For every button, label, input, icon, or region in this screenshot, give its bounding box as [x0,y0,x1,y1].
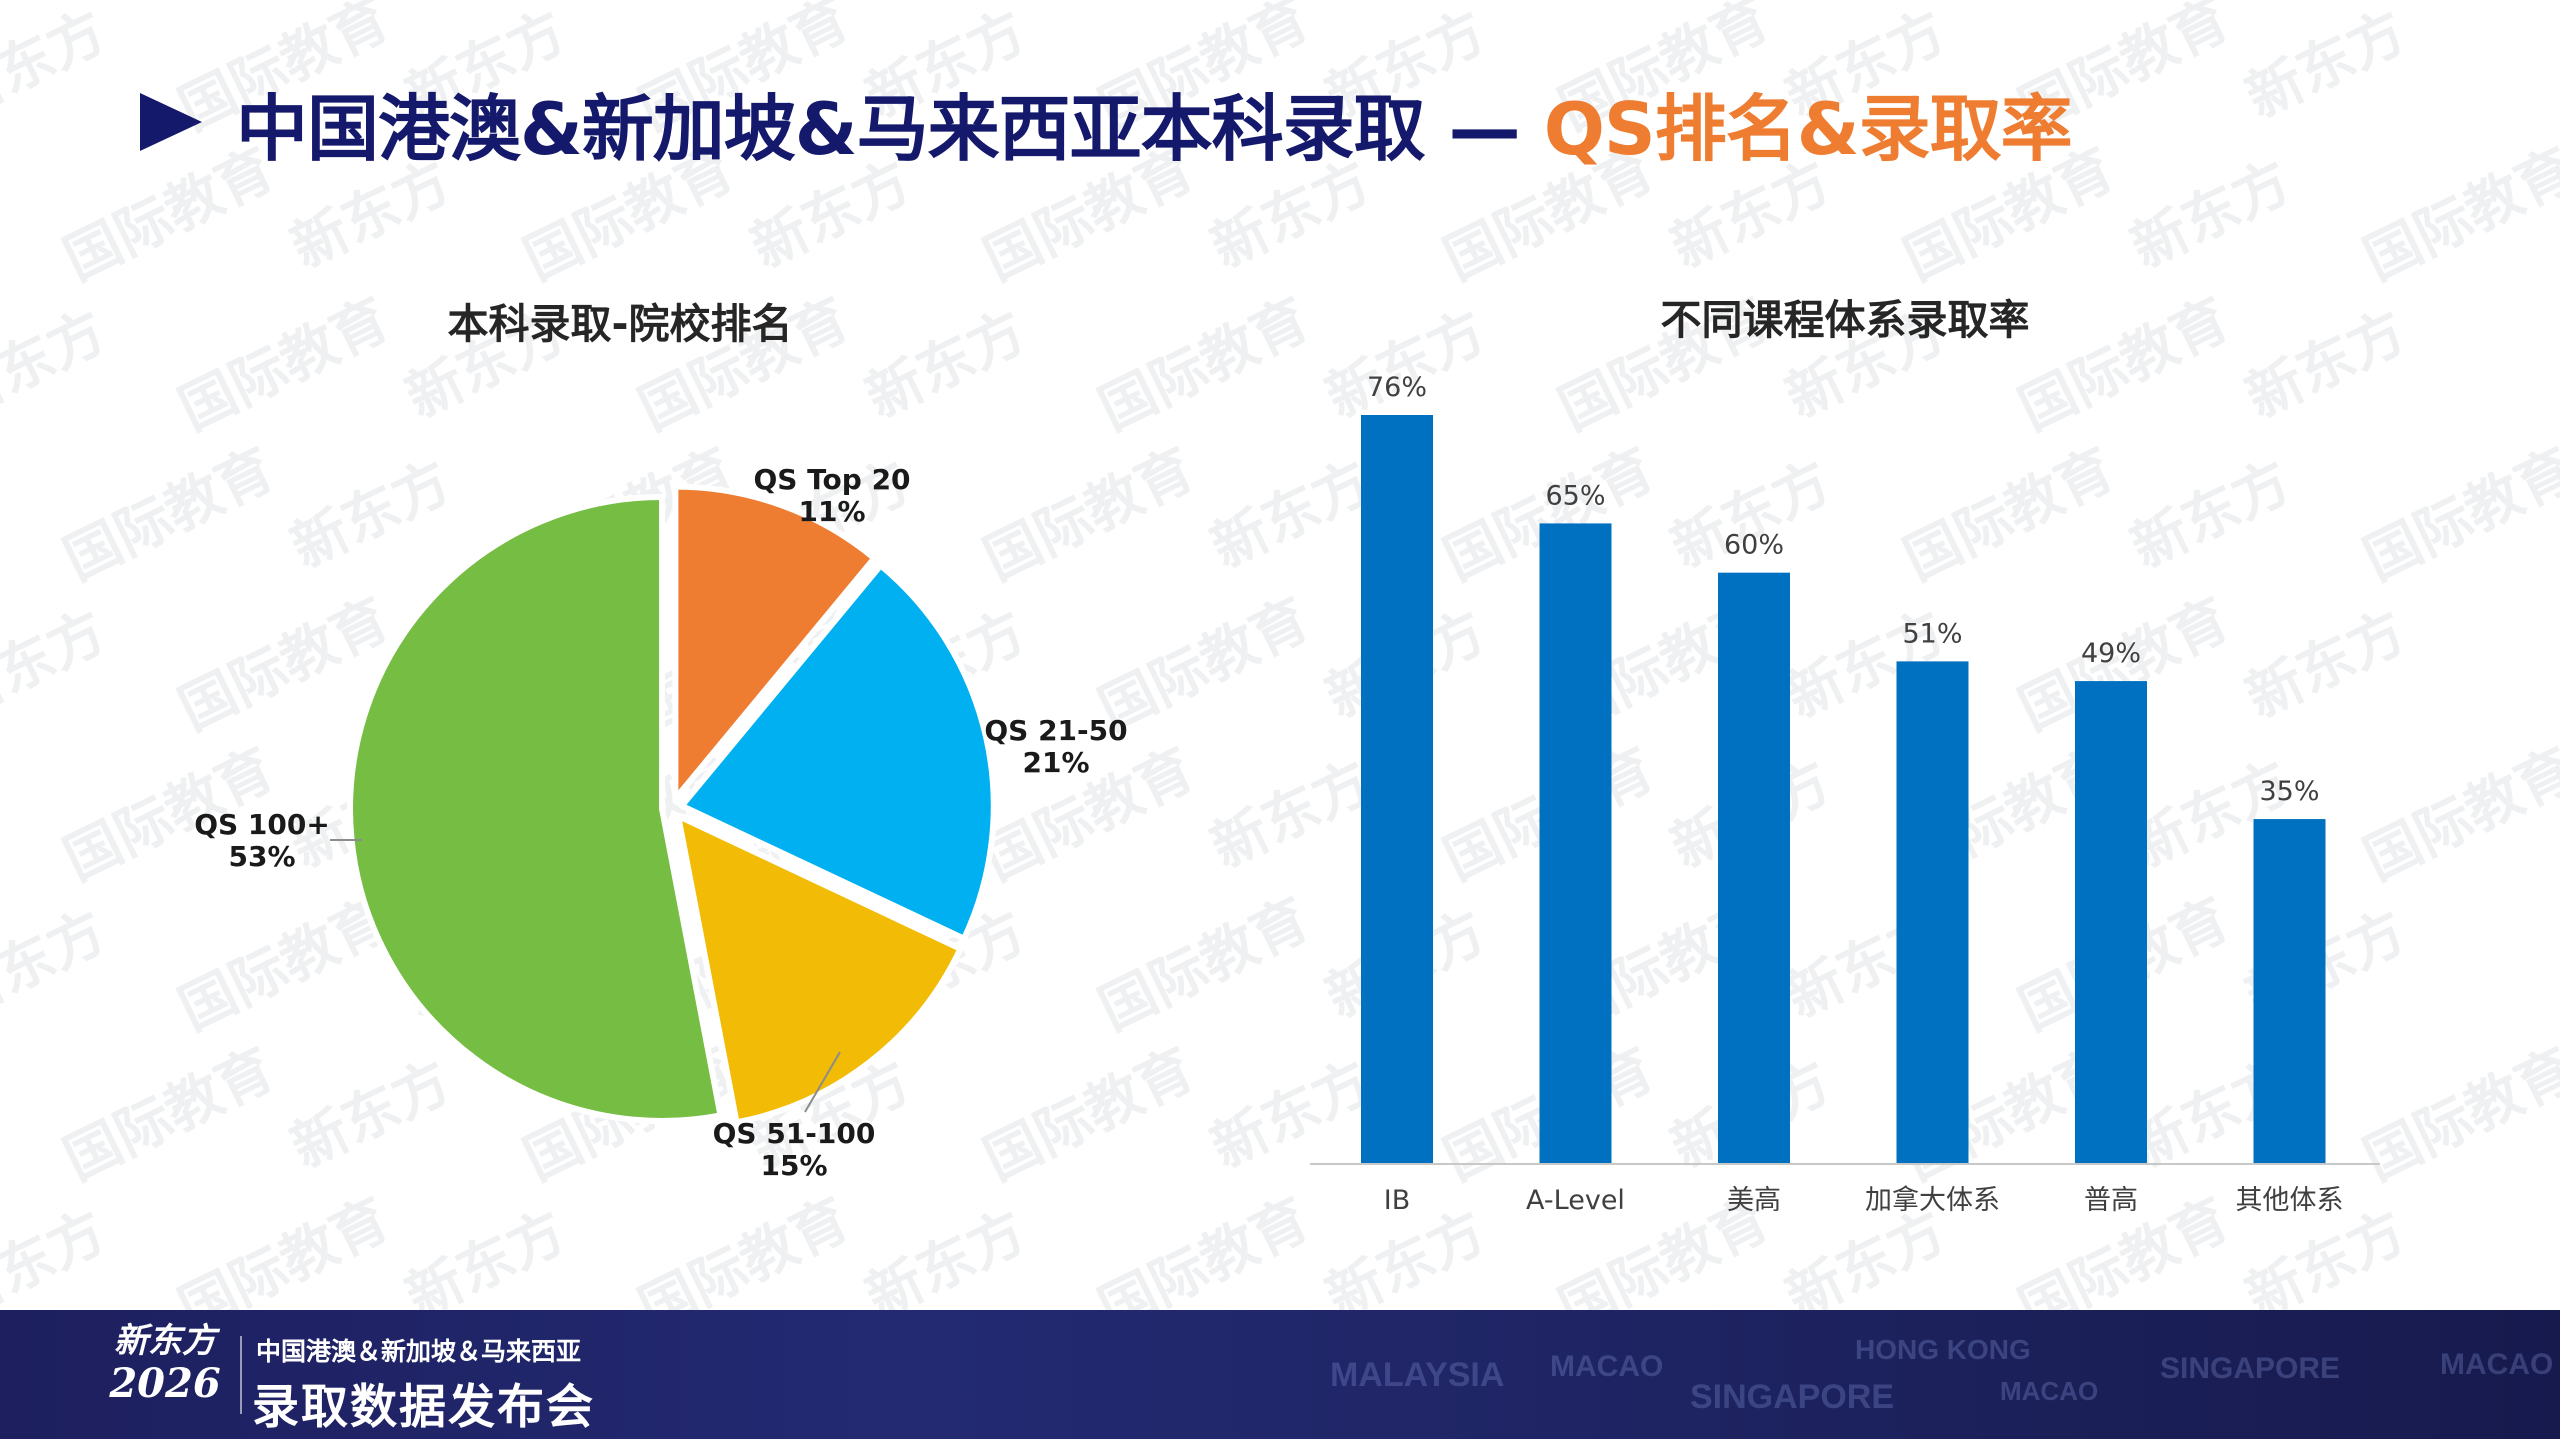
footer-city-name: HONG KONG [1855,1334,2031,1365]
bar-value-label: 35% [2259,776,2319,807]
bar-5 [2075,681,2147,1164]
bar-value-label: 65% [1545,480,1605,511]
bar-4 [1896,661,1969,1164]
pie-label-qs-51-100-name: QS 51-100 [713,1117,876,1150]
bar-2 [1539,523,1612,1164]
brand-logo: 新东方 2026 [100,1324,230,1404]
pie-slice-3 [675,812,964,1126]
pie-slice-4 [347,493,724,1124]
footer-city-name: MACAO [2440,1348,2554,1381]
pie-slice-1 [672,483,878,802]
bar-chart-title: 不同课程体系录取率 [1660,296,2030,344]
bar-6 [2253,819,2326,1164]
pie-leader-line [804,1051,841,1113]
pie-label-qs-21-50-value: 21% [1022,746,1089,779]
footer-city-name: MACAO [1550,1350,1664,1383]
x-tick-label: 加拿大体系 [1865,1185,2000,1216]
title-accent: QS排名&录取率 [1543,86,2073,171]
page-title-text: 中国港澳&新加坡&马来西亚本科录取 — QS排名&录取率 [236,70,2073,175]
x-tick-label: A-Level [1526,1185,1625,1216]
footer-subtitle: 中国港澳＆新加坡＆马来西亚 [256,1337,582,1366]
x-tick-label: IB [1384,1185,1411,1216]
bar-3 [1718,572,1790,1164]
pie-label-qs-top-20-name: QS Top 20 [753,463,910,496]
footer-city-name: SINGAPORE [2160,1352,2341,1385]
pie-label-qs-21-50-name: QS 21-50 [984,714,1127,747]
footer-divider [240,1336,242,1414]
play-arrow-icon [140,93,202,151]
pie-chart-title: 本科录取-院校排名 [447,300,793,348]
footer-city-name: MACAO [2000,1376,2099,1406]
x-tick-label: 其他体系 [2236,1185,2344,1216]
pie-label-qs-51-100-value: 15% [760,1149,827,1182]
footer-city-name: MALAYSIA [1330,1356,1505,1394]
bar-value-label: 51% [1902,618,1962,649]
logo-brand: 新东方 [114,1321,216,1361]
pie-label-qs-100-plus-value: 53% [228,840,295,873]
x-tick-label: 普高 [2084,1185,2138,1216]
title-main: 中国港澳&新加坡&马来西亚本科录取 — [236,86,1544,171]
footer-title: 录取数据发布会 [252,1380,595,1435]
page-title: 中国港澳&新加坡&马来西亚本科录取 — QS排名&录取率 [140,70,2073,175]
x-tick-label: 美高 [1727,1185,1781,1216]
pie-label-qs-top-20-value: 11% [798,495,865,528]
pie-slice-2 [678,562,997,942]
bar-1 [1361,415,1433,1164]
bar-value-label: 60% [1724,530,1784,561]
footer-city-name: SINGAPORE [1690,1378,1895,1416]
footer-banner: MALAYSIA MACAO HONG KONG SINGAPORE MACAO SING… [0,1310,2560,1439]
bar-value-label: 76% [1367,372,1427,403]
bar-value-label: 49% [2081,638,2141,669]
logo-year: 2026 [109,1360,221,1407]
pie-label-qs-100-plus-name: QS 100+ [194,808,330,841]
